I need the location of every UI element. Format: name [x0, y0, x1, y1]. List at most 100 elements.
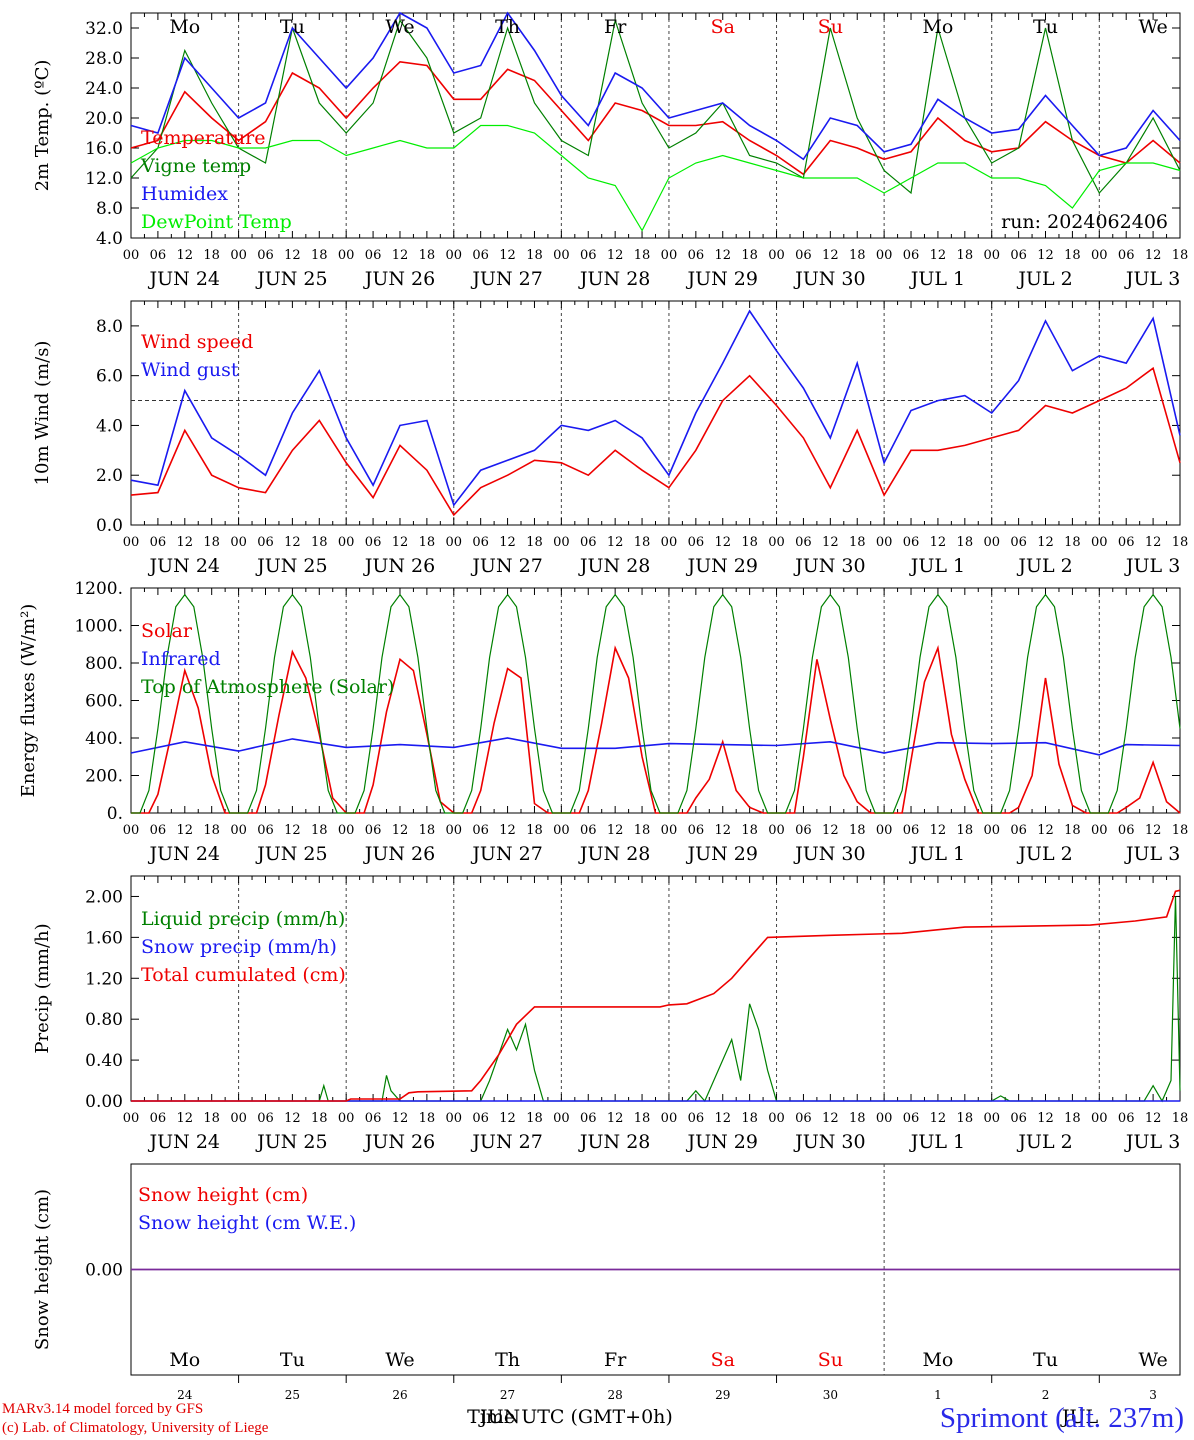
panel-1: 4.0 8.0 12.0 16.0 20.0 24.0 28.0 32.0 2m Temp. (… [32, 11, 1188, 290]
hour-label: 06 [1010, 535, 1027, 550]
hour-label: 12 [930, 535, 947, 550]
y-tick-label: 8.0 [96, 199, 123, 219]
hour-label: 06 [472, 823, 489, 838]
hour-label: 06 [1118, 535, 1135, 550]
hour-label: 00 [661, 823, 678, 838]
y-tick-label: 16.0 [85, 139, 123, 159]
y-axis-title: 2m Temp. (ºC) [32, 60, 53, 192]
date-label: JUN 29 [686, 268, 758, 290]
hour-label: 00 [1091, 1111, 1108, 1126]
hour-label: 06 [903, 535, 920, 550]
hour-label: 12 [177, 1111, 194, 1126]
legend-entry: DewPoint Temp [141, 211, 292, 233]
hour-label: 00 [230, 535, 247, 550]
date-label: JUN 29 [686, 555, 758, 577]
hour-label: 12 [499, 535, 516, 550]
hour-label: 18 [311, 248, 328, 263]
panel-5: 0.00 Snow height (cm) Snow height (cm) Snow… [32, 1163, 1181, 1428]
hour-label: 18 [634, 1111, 651, 1126]
hour-label: 12 [1145, 248, 1162, 263]
date-label: JUL 2 [1016, 555, 1072, 577]
weekday-label: Mo [922, 1349, 953, 1371]
hour-label: 18 [1064, 1111, 1081, 1126]
weekday-label: Tu [280, 16, 305, 38]
hour-label: 12 [714, 535, 731, 550]
hour-label: 18 [957, 535, 974, 550]
lab-credit: (c) Lab. of Climatology, University of L… [2, 1420, 269, 1436]
date-label: JUN 30 [793, 555, 865, 577]
y-tick-label: 0.00 [85, 1261, 123, 1281]
hour-label: 06 [903, 823, 920, 838]
hour-label: 18 [741, 1111, 758, 1126]
hour-label: 12 [499, 823, 516, 838]
hour-label: 06 [1010, 823, 1027, 838]
weekday-label: Tu [1033, 16, 1058, 38]
hour-label: 18 [526, 535, 543, 550]
hour-label: 06 [1010, 1111, 1027, 1126]
weekday-label: We [385, 16, 414, 38]
date-label: JUN 28 [578, 268, 650, 290]
date-label: JUL 1 [909, 555, 965, 577]
hour-label: 12 [284, 1111, 301, 1126]
hour-label: 06 [795, 248, 812, 263]
hour-label: 18 [634, 535, 651, 550]
hour-label: 00 [338, 535, 355, 550]
hour-label: 18 [419, 248, 436, 263]
date-label: JUN 24 [148, 555, 220, 577]
y-tick-label: 20.0 [85, 109, 123, 129]
date-label: JUN 30 [793, 268, 865, 290]
legend-entry: Wind speed [141, 331, 253, 353]
month-label: JUL [1060, 1406, 1099, 1428]
legend-entry: Total cumulated (cm) [141, 964, 346, 986]
date-label: JUN 25 [255, 843, 327, 865]
plot-frame [130, 300, 1181, 526]
day-number-label: 29 [715, 1388, 730, 1402]
y-tick-label: 2.0 [96, 466, 123, 486]
hour-label: 18 [1064, 535, 1081, 550]
hour-label: 00 [983, 823, 1000, 838]
hour-label: 18 [526, 823, 543, 838]
hour-label: 12 [1037, 823, 1054, 838]
hour-label: 18 [741, 535, 758, 550]
hour-label: 06 [150, 1111, 167, 1126]
hour-label: 00 [338, 248, 355, 263]
hour-label: 12 [392, 823, 409, 838]
hour-label: 00 [876, 535, 893, 550]
hour-label: 12 [1145, 535, 1162, 550]
hour-label: 18 [419, 1111, 436, 1126]
weekday-label: Fr [604, 1349, 627, 1371]
hour-label: 18 [526, 1111, 543, 1126]
legend-entry: Vigne temp [140, 155, 251, 177]
hour-label: 00 [768, 248, 785, 263]
hour-label: 00 [983, 1111, 1000, 1126]
hour-label: 18 [634, 248, 651, 263]
hour-label: 12 [607, 823, 624, 838]
weekday-label: Mo [169, 1349, 200, 1371]
hour-label: 00 [445, 248, 462, 263]
date-label: JUN 26 [363, 268, 435, 290]
hour-label: 12 [284, 823, 301, 838]
weekday-label: Su [818, 16, 843, 38]
y-axis-title: Precip (mm/h) [32, 923, 53, 1053]
date-label: JUN 24 [148, 268, 220, 290]
weekday-label: Mo [169, 16, 200, 38]
legend-entry: Top of Atmosphere (Solar) [141, 676, 394, 698]
date-label: JUL 3 [1124, 843, 1180, 865]
y-tick-label: 4.0 [96, 416, 123, 436]
hour-label: 00 [123, 248, 140, 263]
legend-entry: Temperature [141, 127, 265, 149]
y-axis-title: 10m Wind (m/s) [32, 341, 53, 486]
hour-label: 12 [607, 1111, 624, 1126]
hour-label: 06 [580, 248, 597, 263]
hour-label: 00 [123, 823, 140, 838]
hour-label: 12 [607, 248, 624, 263]
date-label: JUN 25 [255, 1131, 327, 1153]
hour-label: 06 [1118, 248, 1135, 263]
date-label: JUN 28 [578, 843, 650, 865]
y-tick-label: 32.0 [85, 19, 123, 39]
hour-label: 00 [553, 535, 570, 550]
weekday-label: We [385, 1349, 414, 1371]
panel-3: 0. 200. 400. 600. 800. 1000. 1200. Energy fluxe… [18, 579, 1189, 865]
hour-label: 18 [1172, 823, 1189, 838]
